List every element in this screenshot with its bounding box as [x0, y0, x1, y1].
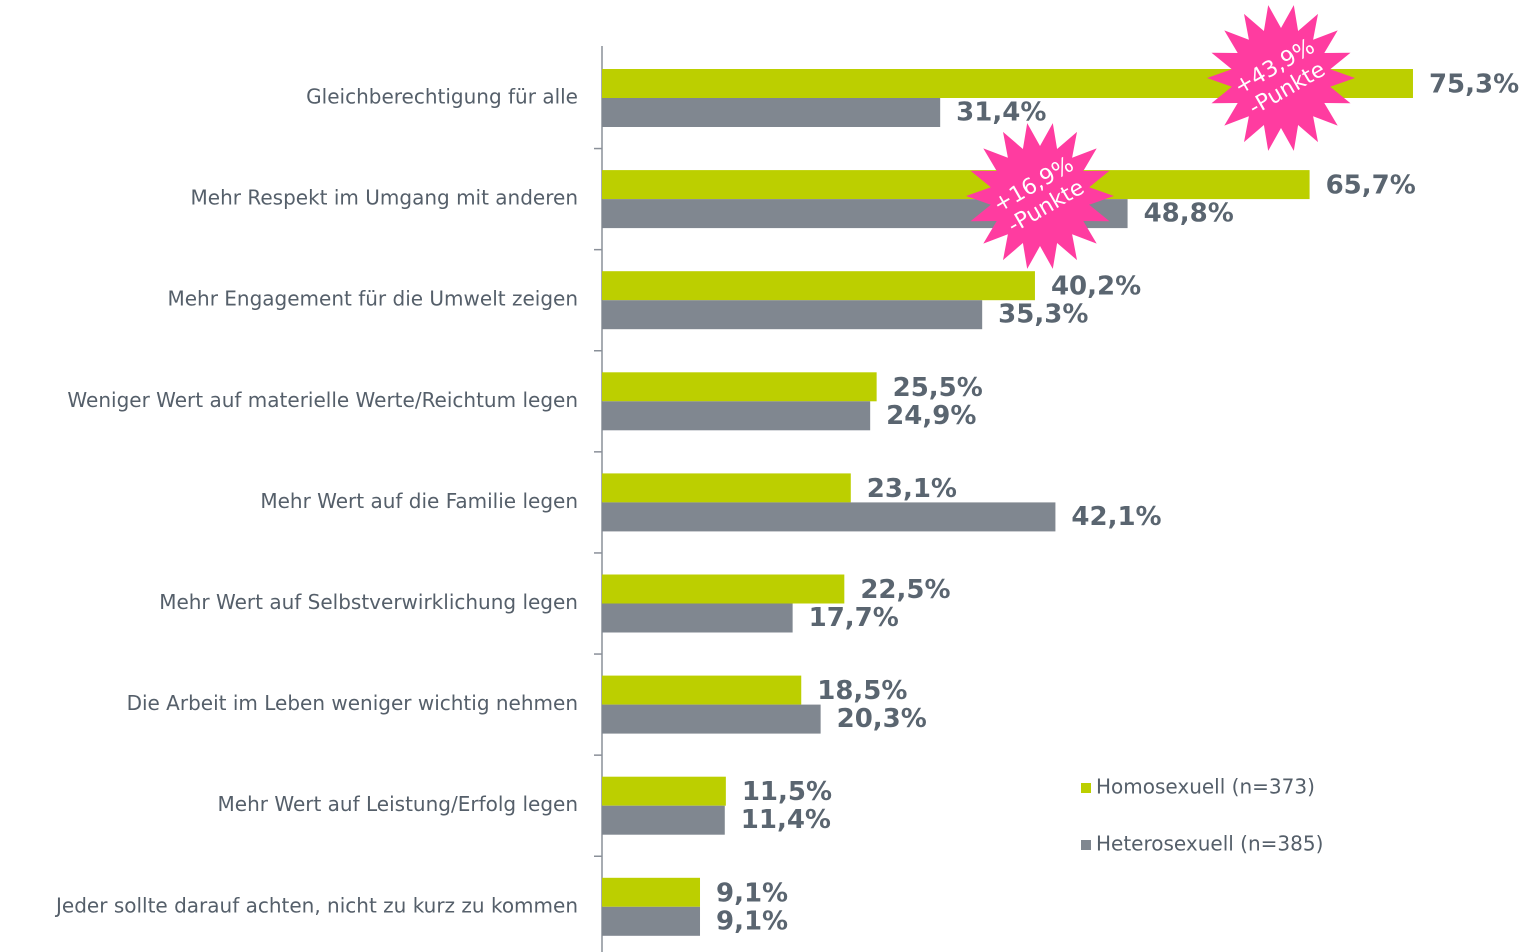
- value-label: 22,5%: [860, 575, 950, 605]
- legend-label: Homosexuell (n=373): [1096, 775, 1315, 799]
- value-label: 9,1%: [716, 906, 788, 936]
- bar: [602, 704, 821, 734]
- value-label: 65,7%: [1326, 171, 1416, 201]
- legend-swatch: [1081, 783, 1091, 793]
- bar: [602, 574, 845, 604]
- value-label: 35,3%: [998, 300, 1088, 330]
- bar: [602, 805, 725, 835]
- value-label: 9,1%: [716, 878, 788, 908]
- value-label: 11,5%: [742, 777, 832, 807]
- value-label: 20,3%: [837, 704, 927, 734]
- value-label: 18,5%: [817, 676, 907, 706]
- bar: [602, 300, 983, 330]
- legend-swatch: [1081, 840, 1091, 850]
- value-label: 24,9%: [886, 401, 976, 431]
- bar: [602, 906, 701, 936]
- value-label: 17,7%: [809, 603, 899, 633]
- category-label: Weniger Wert auf materielle Werte/Reicht…: [67, 388, 578, 412]
- bar: [602, 776, 726, 806]
- category-label: Jeder sollte darauf achten, nicht zu kur…: [54, 893, 578, 917]
- category-label: Mehr Wert auf die Familie legen: [260, 489, 578, 513]
- value-label: 25,5%: [893, 373, 983, 403]
- bar: [602, 603, 793, 633]
- bar: [602, 372, 877, 402]
- bar: [602, 877, 701, 907]
- category-label: Mehr Engagement für die Umwelt zeigen: [167, 287, 578, 311]
- value-label: 48,8%: [1144, 199, 1234, 229]
- legend-label: Heterosexuell (n=385): [1096, 832, 1323, 856]
- bar: [602, 271, 1035, 301]
- bar: [602, 98, 941, 127]
- category-label: Mehr Wert auf Leistung/Erfolg legen: [218, 792, 578, 816]
- bar: [602, 170, 1310, 200]
- starburst: [966, 123, 1114, 269]
- category-label: Die Arbeit im Leben weniger wichtig nehm…: [127, 691, 578, 715]
- value-label: 42,1%: [1071, 502, 1161, 532]
- category-label: Mehr Wert auf Selbstverwirklichung legen: [159, 590, 578, 614]
- value-label: 23,1%: [867, 474, 957, 504]
- category-label: Mehr Respekt im Umgang mit anderen: [191, 186, 578, 210]
- bar: [602, 502, 1056, 532]
- category-label: Gleichberechtigung für alle: [306, 85, 578, 109]
- value-label: 40,2%: [1051, 272, 1141, 302]
- bar: [602, 675, 802, 705]
- value-label: 11,4%: [741, 805, 831, 835]
- value-label: 31,4%: [956, 98, 1046, 128]
- bar: [602, 473, 851, 503]
- value-label: 75,3%: [1429, 70, 1519, 100]
- bar: [602, 401, 871, 431]
- starburst: [1207, 5, 1355, 151]
